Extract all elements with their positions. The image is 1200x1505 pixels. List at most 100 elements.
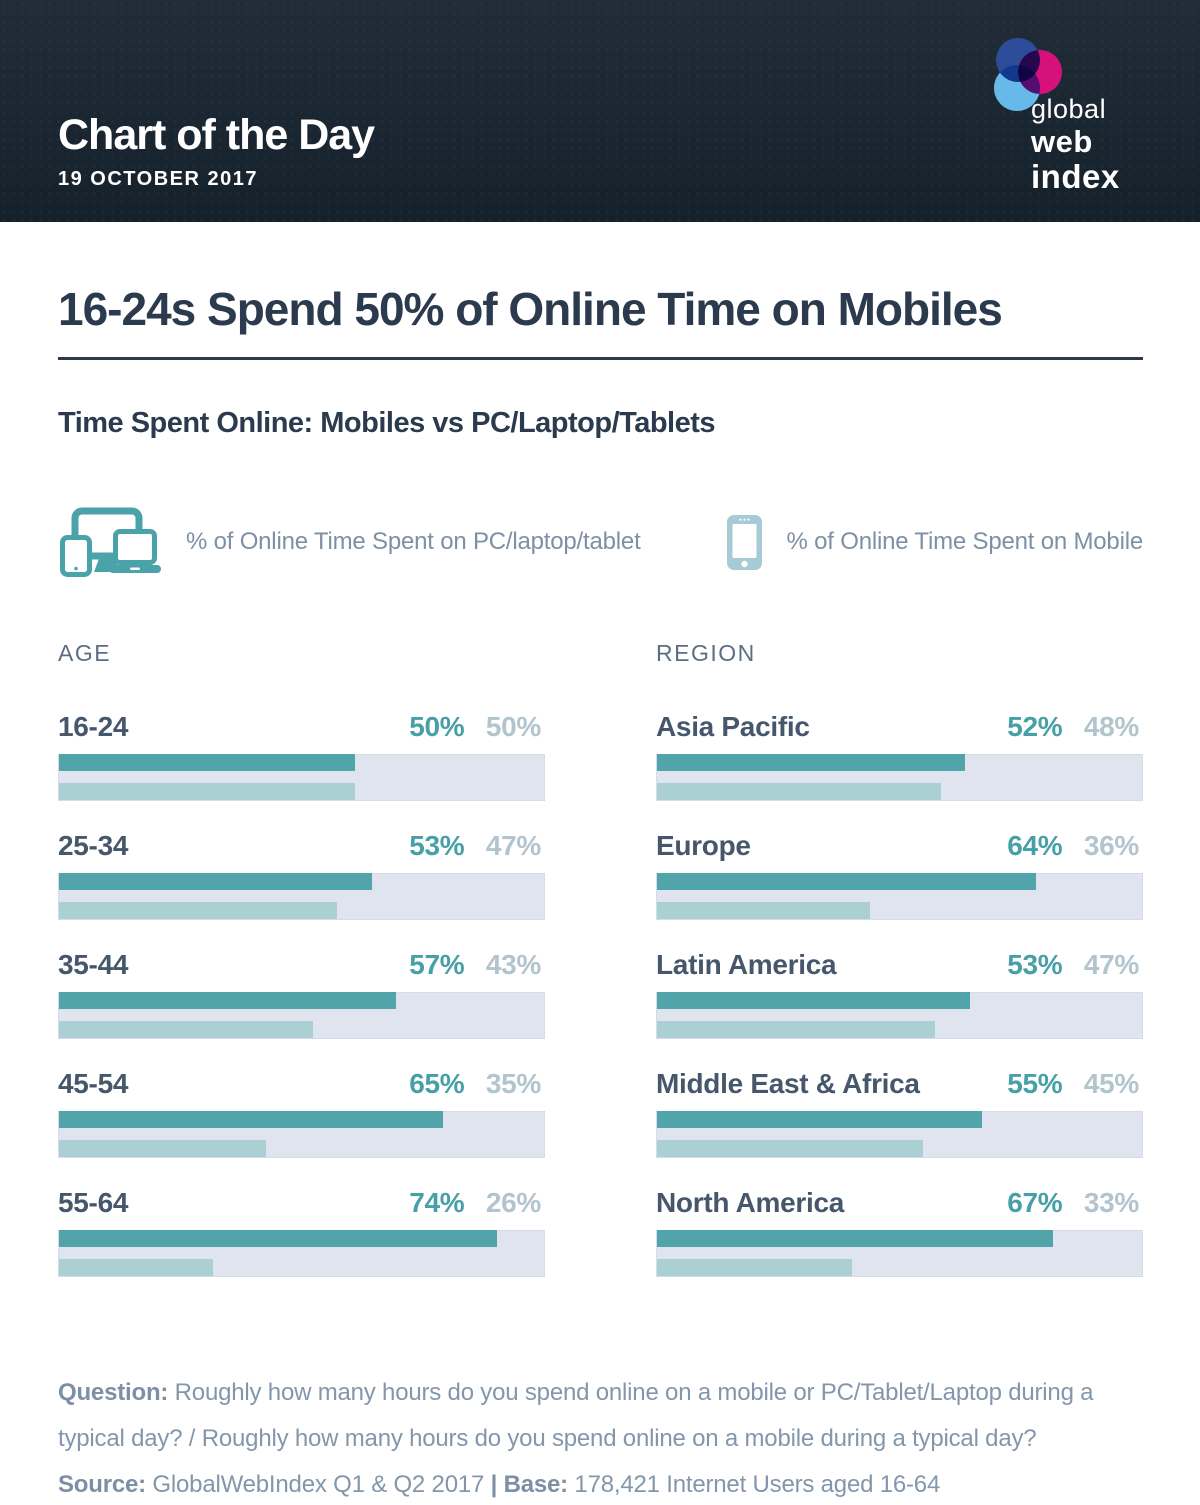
chart-row-55-64: 55-64 74% 26% [58,1187,545,1277]
title-divider [58,357,1143,360]
chart-subtitle: Time Spent Online: Mobiles vs PC/Laptop/… [58,407,716,439]
mobile-bar [657,1259,853,1276]
bar-track [58,1111,545,1158]
base-text: 178,421 Internet Users aged 16-64 [567,1471,941,1498]
mobile-bar [657,902,870,919]
question-text: Roughly how many hours do you spend onli… [58,1379,1094,1452]
pc-percent-value: 53% [409,830,465,861]
row-label: 55-64 [58,1187,129,1218]
page-title: Chart of the Day [58,111,375,159]
devices-icon [58,507,162,577]
region-column-header: REGION [656,640,756,666]
chart-row-asia-pacific: Asia Pacific 52% 48% [656,711,1143,801]
pc-percent-value: 57% [409,949,465,980]
bar-track [58,992,545,1039]
mobile-bar [59,902,337,919]
base-label: Base: [497,1471,569,1498]
question-note: Question: Roughly how many hours do you … [58,1370,1143,1462]
mobile-bar [59,1259,213,1276]
mobile-bar [59,1140,266,1157]
mobile-percent-value: 35% [485,1068,541,1099]
pc-bar [657,1230,1054,1247]
row-label: 16-24 [58,711,129,742]
question-label: Question: [58,1379,169,1406]
chart-row-45-54: 45-54 65% 35% [58,1068,545,1158]
chart-row-europe: Europe 64% 36% [656,830,1143,920]
bar-track [656,873,1143,920]
logo-word-global: global [1031,94,1107,124]
pc-percent-value: 67% [1007,1187,1063,1218]
row-label: Europe [656,830,751,861]
mobile-percent-value: 45% [1083,1068,1139,1099]
row-label: 45-54 [58,1068,129,1099]
footnote: Question: Roughly how many hours do you … [58,1370,1143,1505]
pc-bar [657,754,965,771]
chart-row-16-24: 16-24 50% 50% [58,711,545,801]
pc-percent-value: 55% [1007,1068,1063,1099]
chart-row-middle-east-africa: Middle East & Africa 55% 45% [656,1068,1143,1158]
main-content: 16-24s Spend 50% of Online Time on Mobil… [0,282,1200,1505]
pc-bar [59,1111,444,1128]
pc-bar [59,1230,497,1247]
pc-bar [59,754,355,771]
age-column-header: AGE [58,640,112,666]
legend: % of Online Time Spent on PC/laptop/tabl… [58,506,1143,578]
row-label: Latin America [656,949,837,980]
mobile-percent-value: 47% [485,830,541,861]
source-text: GlobalWebIndex Q1 & Q2 2017 [145,1471,491,1498]
chart-title: 16-24s Spend 50% of Online Time on Mobil… [58,283,1003,335]
pc-percent-value: 53% [1007,949,1063,980]
logo-word-index: index [1031,158,1120,195]
mobile-percent-value: 48% [1083,711,1139,742]
mobile-bar [59,1021,314,1038]
chart-row-north-america: North America 67% 33% [656,1187,1143,1277]
row-label: North America [656,1187,844,1218]
age-column: AGE 16-24 50% 50% [58,640,545,1306]
pc-percent-value: 52% [1007,711,1063,742]
chart-columns: AGE 16-24 50% 50% [58,640,1143,1306]
chart-row-35-44: 35-44 57% 43% [58,949,545,1039]
page-date: 19 OCTOBER 2017 [58,168,258,191]
chart-row-latin-america: Latin America 53% 47% [656,949,1143,1039]
pc-percent-value: 50% [409,711,465,742]
pc-bar [657,992,971,1009]
logo-circles-icon [994,38,1062,111]
row-label: 35-44 [58,949,129,980]
row-label: 25-34 [58,830,129,861]
globalwebindex-logo: global web index [990,34,1172,199]
mobile-icon [726,514,763,571]
mobile-percent-value: 50% [485,711,541,742]
bar-track [58,754,545,801]
bar-track [656,1111,1143,1158]
chart-row-25-34: 25-34 53% 47% [58,830,545,920]
mobile-percent-value: 26% [485,1187,541,1218]
divider: | [490,1471,498,1498]
mobile-bar [657,783,941,800]
mobile-percent-value: 36% [1083,830,1139,861]
mobile-bar [59,783,355,800]
bar-track [656,754,1143,801]
legend-label-pc: % of Online Time Spent on PC/laptop/tabl… [186,528,641,555]
source-label: Source: [58,1471,146,1498]
pc-percent-value: 65% [409,1068,465,1099]
mobile-percent-value: 43% [485,949,541,980]
bar-track [656,992,1143,1039]
pc-percent-value: 74% [409,1187,465,1218]
mobile-bar [657,1021,935,1038]
pc-percent-value: 64% [1007,830,1063,861]
pc-bar [657,873,1036,890]
pc-bar [59,873,373,890]
mobile-percent-value: 47% [1083,949,1139,980]
legend-item-mobile: % of Online Time Spent on Mobile [726,514,1143,571]
legend-label-mobile: % of Online Time Spent on Mobile [786,528,1144,555]
mobile-percent-value: 33% [1083,1187,1139,1218]
row-label: Middle East & Africa [656,1068,920,1099]
pc-bar [657,1111,983,1128]
row-label: Asia Pacific [656,711,810,742]
logo-word-web: web [1031,124,1093,159]
bar-track [656,1230,1143,1277]
bar-track [58,1230,545,1277]
mobile-bar [657,1140,924,1157]
legend-item-pc: % of Online Time Spent on PC/laptop/tabl… [58,507,641,577]
